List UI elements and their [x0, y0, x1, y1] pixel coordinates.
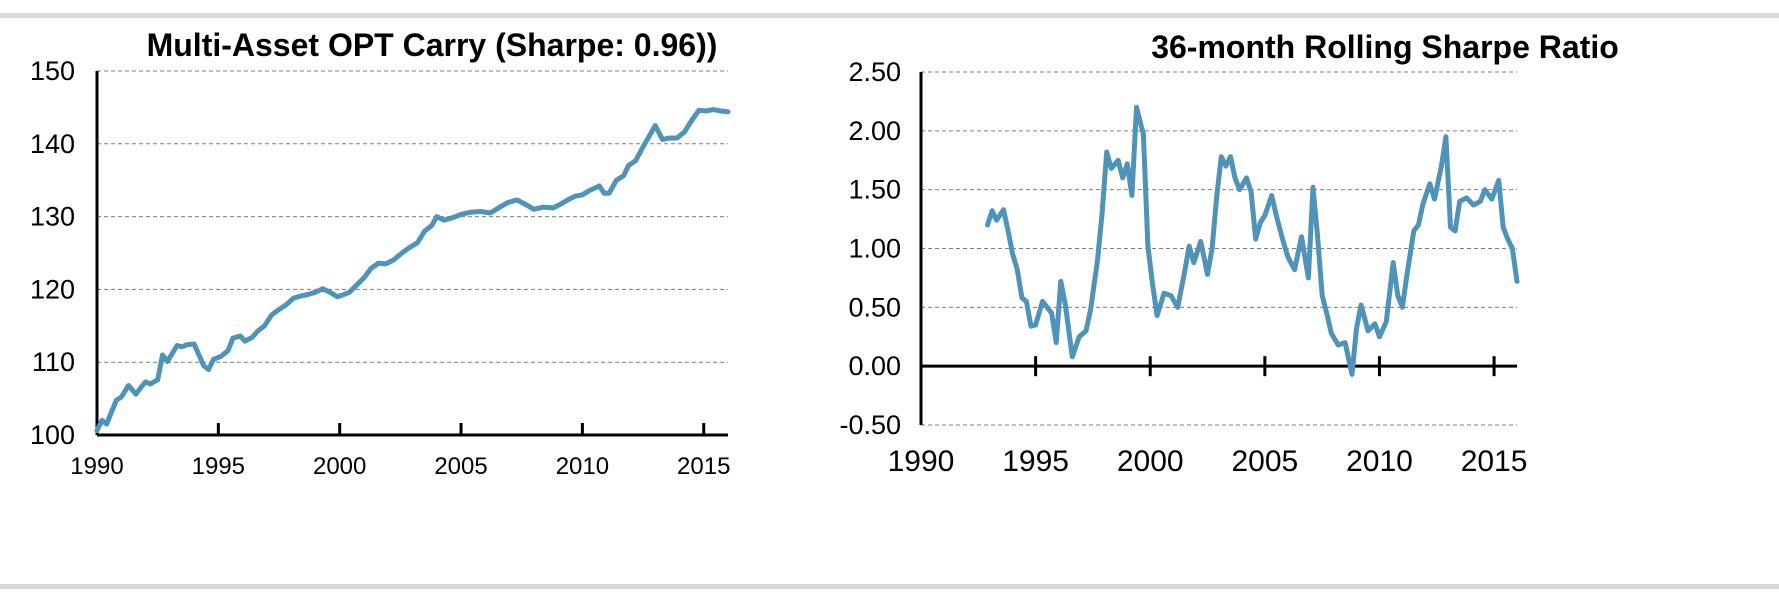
left-chart-y-tick-label: 100 — [30, 420, 75, 450]
right-chart-y-tick-label: 0.00 — [848, 351, 901, 381]
right-chart: 36-month Rolling Sharpe Ratio -0.50 0.00 0… — [839, 29, 1618, 478]
left-chart-x-tick-label: 2010 — [556, 453, 609, 480]
left-chart-y-tick-label: 130 — [30, 202, 75, 232]
right-chart-series-line — [985, 104, 1520, 377]
top-rule — [0, 13, 1779, 18]
left-chart-x-tick-label: 1990 — [70, 453, 123, 480]
left-chart-x-tick-label: 2000 — [313, 453, 366, 480]
right-chart-y-tick-label: 2.50 — [848, 57, 901, 87]
right-chart-y-tick-label: 1.00 — [848, 234, 901, 264]
right-chart-x-tick-label: 1990 — [888, 445, 955, 478]
right-chart-x-tick-label: 2010 — [1346, 445, 1413, 478]
right-chart-y-tick-label: 1.50 — [848, 175, 901, 205]
right-chart-x-tick-label: 1995 — [1002, 445, 1069, 478]
left-chart-series-line — [94, 107, 731, 434]
left-chart-x-tick-label: 2015 — [677, 453, 730, 480]
bottom-rule — [0, 584, 1779, 589]
left-chart-x-tick-label: 1995 — [192, 453, 245, 480]
right-chart-y-tick-label: 2.00 — [848, 116, 901, 146]
right-chart-x-tick-label: 2005 — [1231, 445, 1298, 478]
left-chart-y-tick-label: 150 — [30, 56, 75, 86]
right-chart-x-tick-label: 2000 — [1117, 445, 1184, 478]
right-chart-y-tick-label: 0.50 — [848, 292, 901, 322]
right-chart-x-tick-label: 2015 — [1461, 445, 1528, 478]
left-chart-title: Multi-Asset OPT Carry (Sharpe: 0.96)) — [147, 27, 718, 63]
right-chart-title: 36-month Rolling Sharpe Ratio — [1151, 29, 1619, 65]
left-chart-x-tick-label: 2005 — [434, 453, 487, 480]
right-chart-y-tick-label: -0.50 — [839, 410, 901, 440]
left-chart-y-tick-label: 140 — [30, 129, 75, 159]
left-chart-y-tick-label: 110 — [32, 347, 75, 377]
left-chart-y-tick-label: 120 — [30, 274, 75, 304]
left-chart: Multi-Asset OPT Carry (Sharpe: 0.96)) 10… — [30, 27, 731, 480]
